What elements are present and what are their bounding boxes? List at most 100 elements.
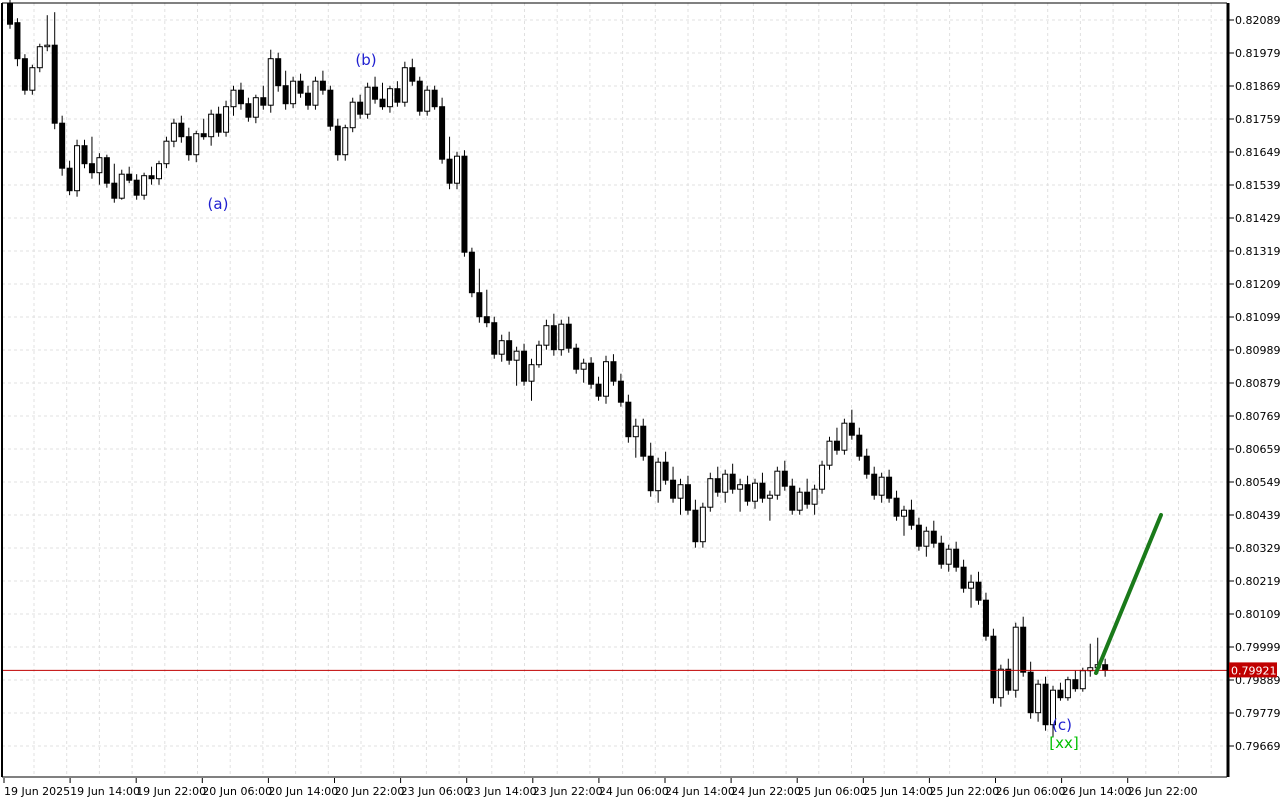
candle-body[interactable] xyxy=(968,581,975,589)
candle-body[interactable] xyxy=(774,470,781,496)
candle-body[interactable] xyxy=(185,136,192,156)
candle-body[interactable] xyxy=(1102,664,1109,671)
candle-body[interactable] xyxy=(796,491,803,511)
candle-body[interactable] xyxy=(386,88,393,108)
candle-body[interactable] xyxy=(506,340,513,361)
candle-body[interactable] xyxy=(938,542,945,565)
candle-body[interactable] xyxy=(543,325,550,346)
candle-body[interactable] xyxy=(893,497,900,517)
candle-body[interactable] xyxy=(655,461,662,492)
candle-body[interactable] xyxy=(163,140,170,165)
candle-body[interactable] xyxy=(766,494,773,499)
candle-body[interactable] xyxy=(588,362,595,385)
candle-body[interactable] xyxy=(394,88,401,103)
candle-body[interactable] xyxy=(148,175,155,180)
candle-body[interactable] xyxy=(603,361,609,397)
candle-body[interactable] xyxy=(729,473,736,490)
candle-body[interactable] xyxy=(856,434,863,457)
candle-body[interactable] xyxy=(915,524,922,547)
candle-body[interactable] xyxy=(863,455,870,475)
candle-body[interactable] xyxy=(610,361,617,382)
candle-body[interactable] xyxy=(81,145,88,165)
candle-body[interactable] xyxy=(297,80,304,94)
candle-body[interactable] xyxy=(670,479,677,499)
candle-body[interactable] xyxy=(945,548,952,565)
candle-body[interactable] xyxy=(208,113,215,138)
candle-body[interactable] xyxy=(372,86,379,100)
candle-body[interactable] xyxy=(342,127,349,156)
candle-body[interactable] xyxy=(886,476,893,499)
candle-body[interactable] xyxy=(319,80,326,91)
candle-body[interactable] xyxy=(498,340,505,355)
candle-body[interactable] xyxy=(535,344,542,366)
candle-body[interactable] xyxy=(156,163,162,180)
forecast-arrow[interactable] xyxy=(1094,513,1163,675)
candle-body[interactable] xyxy=(21,58,28,91)
candle-body[interactable] xyxy=(282,85,289,105)
candle-body[interactable] xyxy=(305,92,311,106)
candle-body[interactable] xyxy=(990,635,997,699)
candle-body[interactable] xyxy=(364,86,371,115)
candle-body[interactable] xyxy=(878,476,885,496)
candle-body[interactable] xyxy=(357,101,364,115)
price-axis[interactable]: 0.82089 0.81979 0.81869 0.81759 0.81649 0.815… xyxy=(1229,14,1280,753)
candle-body[interactable] xyxy=(446,158,453,184)
candle-body[interactable] xyxy=(632,425,639,438)
candle-body[interactable] xyxy=(416,80,423,112)
candle-body[interactable] xyxy=(491,322,498,355)
candle-body[interactable] xyxy=(200,133,207,138)
candle-body[interactable] xyxy=(103,157,110,184)
current-price-tag[interactable] xyxy=(1229,662,1277,678)
candle-body[interactable] xyxy=(245,103,252,118)
candle-body[interactable] xyxy=(1064,679,1071,699)
candle-body[interactable] xyxy=(550,325,557,351)
candle-body[interactable] xyxy=(379,98,386,108)
candle-body[interactable] xyxy=(88,163,95,174)
candle-body[interactable] xyxy=(118,173,125,199)
candle-body[interactable] xyxy=(759,482,766,499)
candle-body[interactable] xyxy=(133,179,140,196)
candle-body[interactable] xyxy=(521,350,528,382)
candle-body[interactable] xyxy=(923,530,930,547)
candle-body[interactable] xyxy=(908,509,915,526)
candle-body[interactable] xyxy=(804,491,811,505)
candle-body[interactable] xyxy=(677,484,684,499)
candle-body[interactable] xyxy=(141,175,148,196)
candle-body[interactable] xyxy=(819,464,826,490)
annotations-layer[interactable]: (a) (b) (c)[xx] xyxy=(208,51,1079,752)
wave-label-c[interactable]: (c) xyxy=(1052,716,1072,734)
candle-body[interactable] xyxy=(580,362,587,370)
candle-body[interactable] xyxy=(74,145,81,192)
candle-body[interactable] xyxy=(811,488,818,505)
candle-body[interactable] xyxy=(96,157,103,174)
candle-body[interactable] xyxy=(625,401,632,438)
candle-body[interactable] xyxy=(401,67,408,103)
candle-body[interactable] xyxy=(267,58,274,106)
candle-body[interactable] xyxy=(431,89,438,108)
candle-body[interactable] xyxy=(334,125,341,156)
candle-body[interactable] xyxy=(476,292,483,318)
candle-body[interactable] xyxy=(833,440,840,451)
candle-body[interactable] xyxy=(781,470,788,487)
candle-body[interactable] xyxy=(558,323,565,351)
candles-layer[interactable] xyxy=(7,0,1109,737)
candle-body[interactable] xyxy=(953,548,960,568)
candle-body[interactable] xyxy=(513,350,520,361)
candle-body[interactable] xyxy=(193,133,200,156)
candle-body[interactable] xyxy=(871,473,878,496)
candle-body[interactable] xyxy=(461,155,468,253)
candle-body[interactable] xyxy=(1079,670,1086,690)
candle-body[interactable] xyxy=(439,106,446,160)
candle-body[interactable] xyxy=(237,89,244,105)
candle-body[interactable] xyxy=(1050,689,1056,726)
candle-body[interactable] xyxy=(848,422,855,436)
candle-body[interactable] xyxy=(975,581,982,601)
wave-label-b[interactable]: (b) xyxy=(355,51,376,69)
candle-body[interactable] xyxy=(1012,626,1019,691)
candle-body[interactable] xyxy=(707,478,714,508)
candle-body[interactable] xyxy=(66,167,73,192)
candle-body[interactable] xyxy=(170,122,177,142)
